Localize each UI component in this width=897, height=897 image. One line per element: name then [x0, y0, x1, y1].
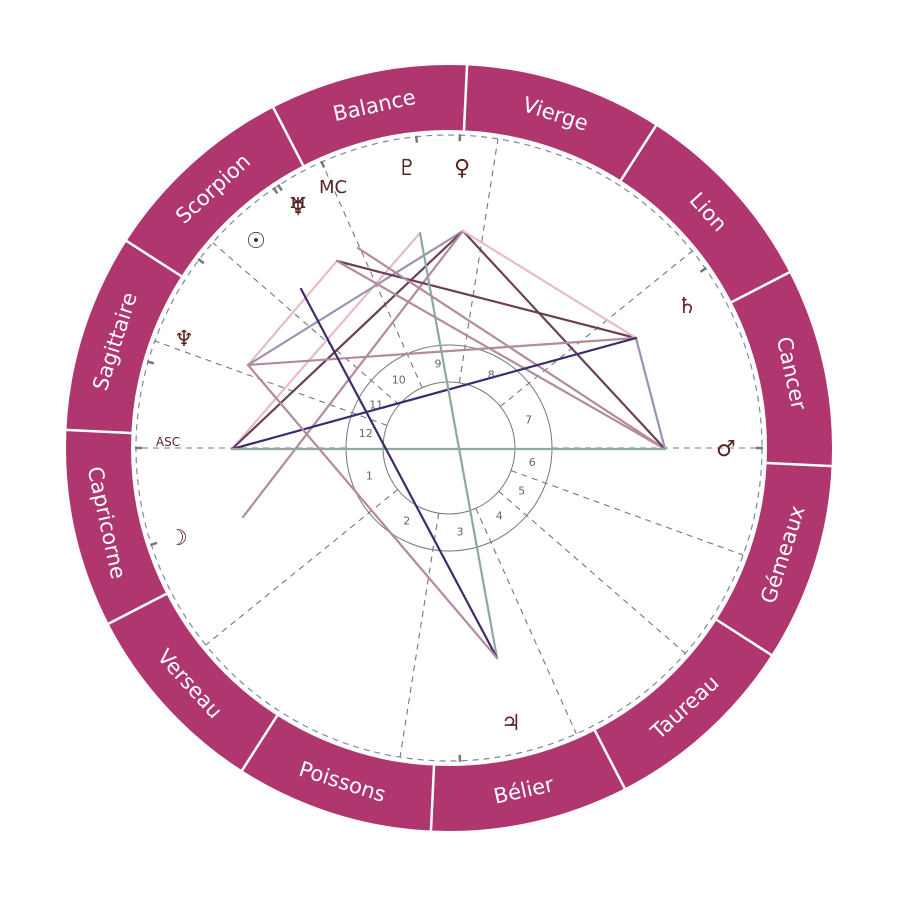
position-tick — [414, 135, 419, 143]
jupiter-glyph-icon: ♃ — [501, 711, 521, 736]
saturn-glyph-icon: ♄ — [677, 294, 697, 319]
mc-label: MC — [319, 177, 347, 198]
house-cusp-4 — [475, 508, 577, 735]
house-number-8: 8 — [488, 368, 495, 381]
sign-divider — [271, 106, 305, 166]
position-tick — [320, 160, 326, 169]
position-tick — [276, 183, 283, 192]
house-number-2: 2 — [403, 515, 410, 528]
house-number-12: 12 — [359, 427, 373, 440]
sign-divider — [766, 461, 833, 468]
sign-divider — [240, 714, 279, 772]
planet-glyphs: ☉ ☿♅ ♇ ♀ ♄ ♂ ♃ ☽ ♆ — [168, 156, 736, 736]
aspect-line-mauve — [335, 259, 667, 451]
aspect-line-indigo — [299, 287, 499, 660]
house-number-1: 1 — [366, 470, 373, 483]
position-tick — [149, 541, 158, 547]
uranus-glyph-icon: ♅ — [288, 194, 308, 219]
aspect-line-indigo — [230, 336, 638, 451]
aspect-lines — [230, 229, 667, 660]
sign-divider — [65, 428, 132, 435]
aspect-line-mauve — [241, 229, 465, 519]
sun-glyph-icon: ☉ — [246, 229, 266, 254]
aspect-line-mauve — [246, 363, 499, 660]
angle-labels: ASC MC — [156, 177, 347, 449]
aspect-line-plum — [461, 229, 667, 451]
house-cusp-3 — [399, 513, 440, 758]
aspect-line-mauve — [356, 246, 667, 451]
sign-divider — [731, 270, 791, 304]
position-tick — [272, 186, 279, 195]
venus-glyph-icon: ♀ — [454, 156, 470, 181]
aspect-line-pink — [246, 259, 339, 367]
mercury-glyph-icon: ☿ — [291, 194, 305, 219]
sign-divider — [107, 592, 167, 626]
planet-position-ticks — [135, 134, 763, 762]
aspect-line-pink — [461, 229, 638, 340]
house-cusp-2 — [205, 489, 399, 646]
aspect-line-plum — [230, 229, 465, 451]
neptune-glyph-icon: ♆ — [174, 327, 194, 352]
house-cusp-6 — [510, 470, 744, 556]
position-tick — [699, 266, 707, 273]
house-cusp-5 — [498, 490, 686, 654]
pluto-glyph-icon: ♇ — [397, 156, 417, 181]
house-cusp-9 — [458, 138, 499, 383]
position-tick — [197, 258, 205, 265]
house-number-9: 9 — [434, 358, 441, 371]
asc-label: ASC — [156, 435, 180, 449]
sign-divider — [462, 64, 469, 131]
aspect-line-pink — [230, 231, 422, 451]
aspect-line-lavender — [246, 229, 465, 367]
house-cusp-11 — [212, 242, 400, 406]
position-tick — [146, 360, 155, 365]
house-cusp-10 — [321, 161, 423, 388]
aspect-line-plum — [335, 259, 638, 340]
sign-divider — [593, 730, 627, 790]
mars-glyph-icon: ♂ — [716, 437, 736, 462]
aspect-line-sage — [418, 231, 499, 660]
house-number-10: 10 — [392, 374, 406, 387]
house-number-4: 4 — [496, 509, 503, 522]
house-number-5: 5 — [518, 484, 525, 497]
aspect-line-lavender — [634, 336, 667, 451]
zodiac-sign-ring: CancerLionViergeBalanceScorpionSagittair… — [65, 64, 833, 832]
house-number-7: 7 — [525, 413, 532, 426]
sign-divider — [429, 765, 436, 832]
house-cusp-12 — [154, 340, 388, 426]
sign-ring-band — [66, 65, 832, 831]
moon-glyph-icon: ☽ — [168, 526, 188, 551]
house-number-6: 6 — [529, 456, 536, 469]
sign-divider — [125, 239, 183, 278]
sign-divider — [619, 124, 658, 182]
sign-divider — [715, 618, 773, 657]
house-number-3: 3 — [457, 525, 464, 538]
